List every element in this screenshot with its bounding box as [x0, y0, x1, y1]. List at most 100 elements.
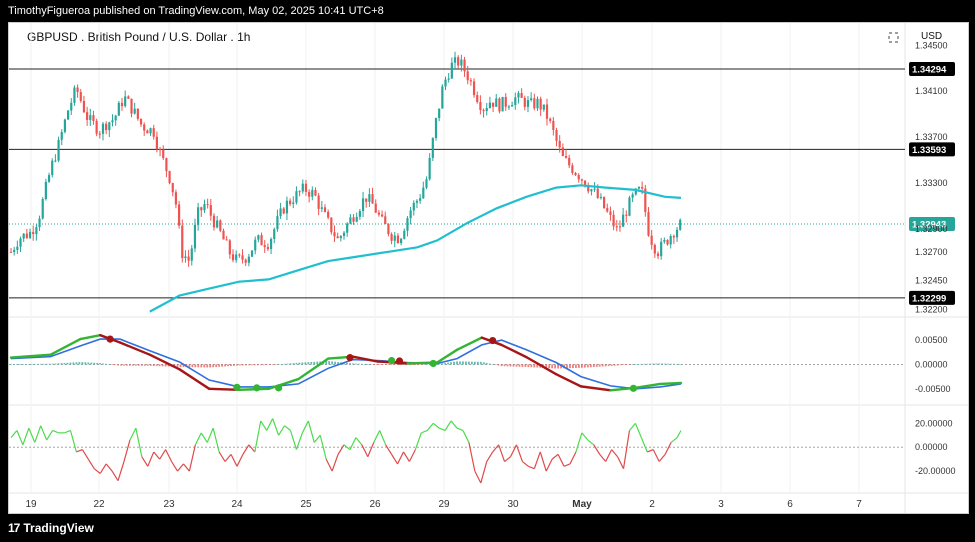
oscillator-segment — [266, 418, 274, 431]
time-tick-label: 2 — [649, 499, 655, 510]
macd-line-segment — [178, 368, 211, 391]
macd-histogram-bar — [485, 362, 488, 365]
macd-histogram-bar — [146, 364, 149, 366]
candle-body — [622, 214, 625, 227]
oscillator-segment — [450, 420, 458, 429]
oscillator-segment — [474, 470, 482, 484]
candle-body — [374, 203, 377, 213]
time-tick-label: 23 — [163, 499, 175, 510]
candle-body — [333, 232, 336, 237]
footer-bar: 17 TradingView — [0, 514, 975, 542]
candle-body — [206, 204, 209, 206]
macd-histogram-bar — [575, 364, 577, 368]
macd-histogram-bar — [500, 364, 503, 367]
candle-body — [428, 157, 431, 180]
macd-histogram-bar — [610, 364, 613, 366]
candle-body — [625, 214, 628, 216]
macd-histogram-bar — [158, 364, 161, 367]
tradingview-logo[interactable]: 17 TradingView — [8, 521, 94, 535]
oscillator-segment — [141, 456, 149, 467]
oscillator-segment — [367, 442, 375, 457]
oscillator-segment — [628, 422, 636, 431]
currency-label[interactable]: USD — [921, 31, 942, 42]
macd-histogram-bar — [239, 364, 241, 366]
candle-body — [266, 247, 269, 250]
macd-histogram-bar — [363, 364, 366, 365]
oscillator-segment — [177, 463, 184, 472]
macd-histogram-bar — [304, 362, 307, 365]
macd-histogram-bar — [90, 362, 93, 365]
oscillator-segment — [414, 432, 422, 450]
candle-body — [444, 79, 447, 87]
candle-body — [641, 187, 644, 189]
candle-body — [482, 110, 485, 112]
macd-histogram-bar — [244, 364, 247, 366]
macd-histogram-bar — [72, 362, 75, 365]
chart-canvas[interactable]: GBPUSD . British Pound / U.S. Dollar . 1… — [9, 23, 968, 513]
macd-histogram-bar — [444, 363, 447, 365]
candle-body — [637, 187, 641, 189]
macd-histogram-bar — [515, 364, 518, 367]
candle-body — [282, 208, 285, 214]
macd-histogram-bar — [524, 364, 527, 367]
oscillator-segment — [93, 468, 101, 474]
macd-histogram-bar — [494, 364, 497, 366]
oscillator-segment — [426, 422, 434, 431]
chart-frame[interactable]: GBPUSD . British Pound / U.S. Dollar . 1… — [8, 22, 969, 514]
candle-body — [593, 188, 596, 190]
macd-histogram-bar — [465, 361, 467, 365]
price-tick-label: 1.34100 — [915, 86, 948, 96]
macd-histogram-bar — [99, 363, 102, 365]
candle-body — [349, 217, 352, 224]
macd-histogram-bar — [366, 364, 369, 365]
candle-body — [136, 108, 139, 119]
macd-histogram-bar — [462, 361, 464, 365]
fullscreen-icon[interactable] — [888, 32, 899, 43]
candle-body — [552, 120, 555, 130]
macd-layer — [9, 333, 905, 392]
candle-body — [63, 119, 67, 132]
candle-body — [530, 98, 533, 101]
macd-histogram-bar — [408, 364, 411, 366]
macd-histogram-bar — [331, 361, 334, 365]
macd-histogram-bar — [262, 364, 265, 366]
candle-body — [606, 208, 609, 212]
macd-histogram-bar — [482, 362, 485, 365]
macd-histogram-bar — [48, 363, 51, 365]
macd-histogram-bar — [634, 364, 637, 365]
oscillator-segment — [135, 427, 143, 457]
macd-cross-marker — [253, 384, 261, 392]
candle-body — [380, 214, 384, 217]
candle-body — [587, 186, 590, 192]
macd-histogram-bar — [203, 364, 206, 368]
candle-body — [488, 102, 492, 108]
candle-body — [250, 250, 254, 257]
oscillator-segment — [385, 444, 393, 455]
grid-layer — [30, 23, 860, 493]
price-tick-label: 1.32700 — [915, 247, 948, 257]
macd-tick-label: -0.00500 — [915, 384, 951, 394]
macd-histogram-bar — [316, 361, 319, 365]
macd-histogram-bar — [646, 363, 649, 365]
macd-histogram-bar — [661, 363, 664, 365]
candle-body — [545, 104, 549, 119]
macd-histogram-bar — [45, 363, 48, 365]
time-tick-label: May — [572, 499, 592, 510]
macd-histogram-bar — [355, 363, 357, 365]
macd-histogram-bar — [253, 364, 256, 366]
oscillator-segment — [81, 449, 89, 460]
macd-histogram-bar — [652, 363, 655, 365]
candle-body — [143, 124, 146, 131]
candle-body — [469, 80, 472, 82]
macd-histogram-bar — [580, 364, 583, 368]
time-tick-label: 22 — [93, 499, 105, 510]
oscillator-segment — [301, 420, 309, 434]
oscillator-segment — [361, 444, 369, 458]
macd-histogram-bar — [265, 364, 268, 366]
candle-body — [438, 108, 441, 119]
macd-histogram-bar — [140, 364, 143, 366]
macd-histogram-bar — [230, 364, 232, 367]
candle-body — [209, 205, 212, 216]
candle-body — [304, 183, 308, 192]
price-tick-label: 1.32450 — [915, 276, 948, 286]
